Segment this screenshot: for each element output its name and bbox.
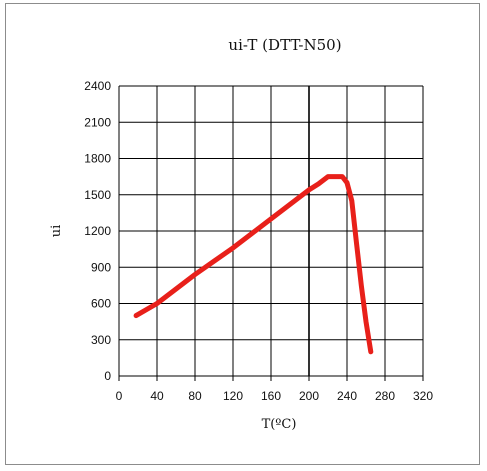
y-tick-label: 2100 [84, 115, 111, 129]
y-tick-label: 1500 [84, 188, 111, 202]
y-tick-label: 300 [91, 333, 111, 347]
x-tick-label: 240 [337, 389, 357, 403]
series-line [133, 174, 374, 355]
grid [118, 85, 424, 381]
x-tick-label: 80 [188, 389, 202, 403]
x-tick-label: 280 [375, 389, 395, 403]
y-tick-label: 1200 [84, 224, 111, 238]
chart-title: ui-T (DTT-N50) [228, 36, 341, 54]
y-axis-label: ui [49, 225, 64, 238]
y-tick-label: 900 [91, 260, 111, 274]
y-tick-label: 2400 [84, 79, 111, 93]
x-tick-label: 120 [223, 389, 243, 403]
x-tick-label: 320 [413, 389, 433, 403]
y-tick-label: 0 [104, 369, 111, 383]
y-tick-label: 1800 [84, 152, 111, 166]
x-tick-label: 200 [299, 389, 319, 403]
tick-labels: 0 40 80 120 160 200 240 280 320 0 300 600 900 1200 150… [84, 79, 433, 403]
y-tick-label: 600 [91, 297, 111, 311]
x-tick-label: 0 [116, 389, 123, 403]
x-axis-label: T(ºC) [262, 417, 297, 432]
x-tick-label: 40 [150, 389, 164, 403]
chart-frame [5, 3, 480, 465]
series-group [133, 174, 374, 355]
x-tick-label: 160 [261, 389, 281, 403]
